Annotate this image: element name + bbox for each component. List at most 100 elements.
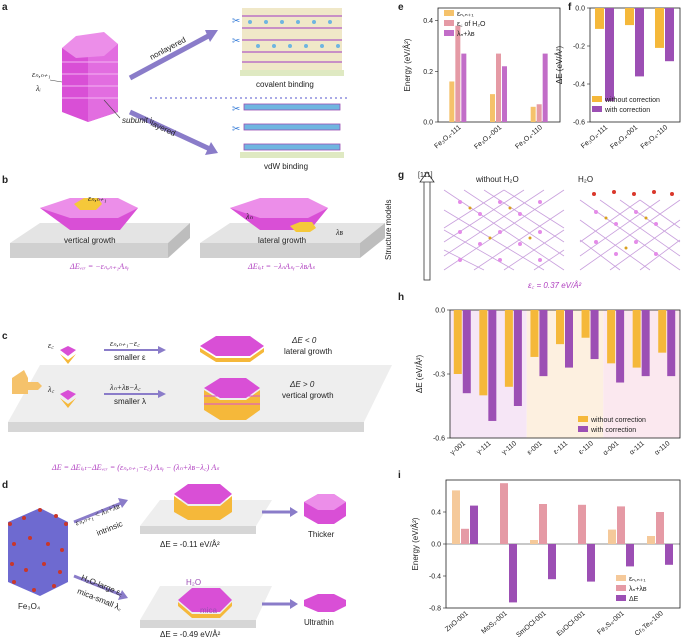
bar-i-1-4 <box>617 506 625 544</box>
panel-b-illustration <box>10 198 385 258</box>
svg-text:✂: ✂ <box>232 16 240 27</box>
y-tick-label: 0.0 <box>575 6 585 13</box>
legend-label: ε꜀ of H₂O <box>457 21 486 28</box>
bar-i-2-3 <box>587 544 595 582</box>
y-tick-label: 0.2 <box>423 69 433 76</box>
bar-h-0-0 <box>453 310 462 374</box>
legend-label: ΔE <box>629 596 639 603</box>
legend-label: with correction <box>590 427 636 434</box>
legend-label: λₙ+λʙ <box>457 31 475 38</box>
label-covalent-binding: covalent binding <box>256 80 314 89</box>
bar-i-1-1 <box>500 483 508 544</box>
bar-h-0-7 <box>632 310 641 368</box>
g-axis-label: Structure models <box>384 199 393 260</box>
bar-i-0-5 <box>647 536 655 544</box>
panel-a-illustration: ✂ ✂ ✂ ✂ <box>49 8 350 158</box>
y-tick-label: -0.4 <box>429 574 441 581</box>
chart-e: 0.0 0.2 0.4 Energy (eV/Å²) Fe₃O₄-111 Fe₃O₄-00… <box>403 7 561 151</box>
chart-f: 0.0-0.2-0.4-0.6ΔE (eV/Å²)Fe₃O₄-111 Fe₃O₄-… <box>555 6 681 151</box>
label-ultrathin: Ultrathin <box>304 618 334 627</box>
bar-h-1-3 <box>539 310 548 377</box>
bar-h-1-4 <box>565 310 573 368</box>
bar-f-1-2 <box>665 8 674 62</box>
bar-i-2-2 <box>548 544 556 580</box>
category-label: EuOCl-001 <box>556 610 587 638</box>
category-label: ε-110 <box>578 440 595 456</box>
legend-swatch <box>592 96 602 102</box>
bar-h-1-6 <box>616 310 625 383</box>
label-arrow1-bottom: smaller ε <box>114 353 146 362</box>
bar-f-1-1 <box>635 8 644 77</box>
label-delta-e-2: ΔE = -0.49 eV/Å² <box>160 630 221 639</box>
legend-label: εₙ,ₙ₊₁ <box>457 11 474 18</box>
y-tick-label: -0.6 <box>433 436 445 443</box>
bar-h-1-1 <box>488 310 497 421</box>
legend-swatch <box>616 585 626 591</box>
bar-e-1-1 <box>496 53 501 122</box>
label-result1-top: ΔE < 0 <box>292 336 317 345</box>
legend-swatch <box>444 20 454 26</box>
label-eps-b: εₙ,ₙ₊₁ <box>88 194 107 203</box>
panel-letter-f: f <box>568 2 572 13</box>
bar-e-0-0 <box>449 81 455 122</box>
h-group-band-0 <box>450 310 527 438</box>
bar-h-1-5 <box>590 310 599 360</box>
legend-swatch <box>444 30 454 36</box>
bar-f-0-0 <box>595 8 604 29</box>
legend-label: with correction <box>604 107 650 114</box>
vdw-crystal <box>240 103 344 158</box>
bar-e-2-1 <box>502 66 507 122</box>
bar-i-1-3 <box>578 504 586 544</box>
legend-label: without correction <box>604 97 660 104</box>
stacked-hexagon-layers <box>62 32 118 122</box>
category-label: ZnO-001 <box>444 610 470 633</box>
chart-h-ylabel: ΔE (eV/Å²) <box>415 355 424 394</box>
y-tick-label: 0.0 <box>435 308 445 315</box>
bar-i-0-0 <box>452 490 460 544</box>
label-vertical-growth: vertical growth <box>64 236 116 245</box>
bar-e-2-2 <box>542 53 548 122</box>
chart-f-ylabel: ΔE (eV/Å²) <box>555 46 564 85</box>
panel-c-illustration <box>8 336 392 432</box>
y-tick-label: 0.4 <box>423 18 433 25</box>
g-direction-label: [111] <box>418 172 433 179</box>
label-lateral-growth: lateral growth <box>258 236 307 245</box>
bar-i-2-4 <box>626 544 634 567</box>
category-label: ε-111 <box>552 440 569 456</box>
eq-delta-e-c: ΔE = ΔEₗₐₜ−ΔEᵥₑᵣ = (εₙ,ₙ₊₁−ε꜀) Aₛᵧ − (λₙ… <box>52 463 220 472</box>
category-label: Fe₃O₄-110 <box>640 124 670 151</box>
category-label: γ-001 <box>449 440 467 457</box>
label-result1-bottom: lateral growth <box>284 347 333 356</box>
label-fe3o4: Fe₃O₄ <box>18 602 41 611</box>
bar-e-1-2 <box>536 104 542 122</box>
label-vdw-binding: vdW binding <box>264 162 309 171</box>
bar-h-1-0 <box>462 310 471 394</box>
covalent-crystal <box>240 8 344 76</box>
legend-label: λₙ+λʙ <box>629 586 647 593</box>
g-eps-label: ε꜀ = 0.37 eV/Å² <box>528 281 582 290</box>
category-label: α-110 <box>654 440 672 457</box>
bar-h-0-8 <box>658 310 667 353</box>
bar-f-0-1 <box>625 8 634 26</box>
legend-swatch <box>616 575 626 581</box>
label-eps-c: ε꜀ <box>48 341 54 350</box>
category-label: Fe₃O₄-111 <box>433 124 462 150</box>
svg-text:✂: ✂ <box>232 104 240 115</box>
y-tick-label: 0.0 <box>431 542 441 549</box>
bar-i-1-0 <box>461 528 469 544</box>
category-label: Cr₅Te₈-100 <box>634 610 665 638</box>
label-delta-e-1: ΔE = -0.11 eV/Å² <box>160 540 220 549</box>
category-label: ε-001 <box>526 440 544 456</box>
label-lambda-a: λᵢ <box>36 84 41 93</box>
bar-h-0-3 <box>530 310 539 357</box>
bar-h-1-7 <box>641 310 650 377</box>
y-tick-label: 0.4 <box>431 510 441 517</box>
label-lambda-b: λʙ <box>336 228 343 237</box>
y-tick-label: 0.0 <box>423 120 433 127</box>
svg-text:✂: ✂ <box>232 36 240 47</box>
category-label: Fe₃S₄-001 <box>596 610 626 636</box>
panel-letter-c: c <box>2 331 8 342</box>
legend-label: without correction <box>590 417 646 424</box>
label-lambda-n: λₙ <box>246 212 253 221</box>
label-arrow2-top: λₙ+λʙ−λ꜀ <box>110 383 141 392</box>
